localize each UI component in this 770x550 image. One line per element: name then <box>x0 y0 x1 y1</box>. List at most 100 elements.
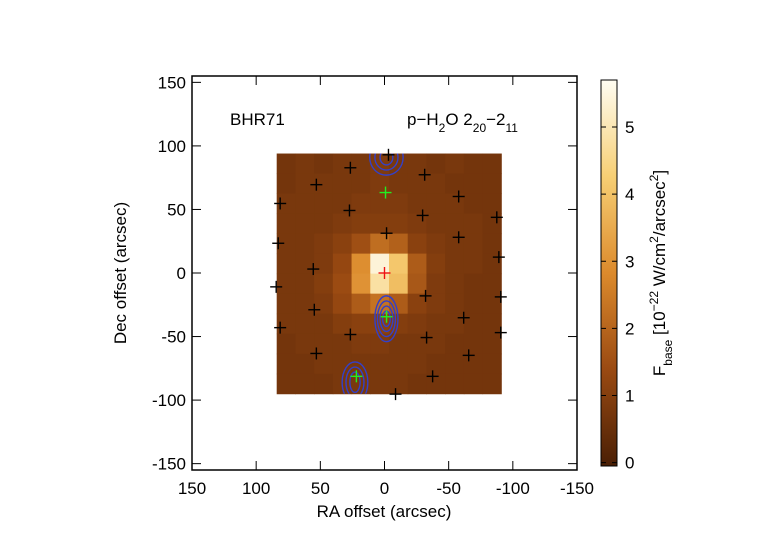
marker <box>492 251 505 264</box>
image-pixel <box>463 373 484 395</box>
marker <box>462 349 475 362</box>
image-pixel <box>482 193 502 215</box>
image-pixel <box>482 333 502 355</box>
x-tick-label: 100 <box>242 479 270 498</box>
image-pixel <box>463 333 484 355</box>
marker <box>494 326 507 339</box>
label-part: −2 <box>486 110 505 129</box>
image-pixel <box>388 233 409 255</box>
colorbar-tick-label: 4 <box>625 185 634 204</box>
line-label: p−H2O 220−211 <box>407 110 518 135</box>
image-pixel <box>388 213 409 235</box>
y-tick-label: -150 <box>152 455 186 474</box>
image-pixel <box>426 293 446 315</box>
x-tick-label: 150 <box>178 479 206 498</box>
label-part: 20 <box>473 121 487 135</box>
image-pixel <box>314 373 334 395</box>
marker <box>350 370 363 383</box>
image-pixel <box>445 333 465 355</box>
image-pixel <box>388 333 409 355</box>
image-pixel <box>370 353 390 375</box>
image-pixel <box>388 373 409 395</box>
colorbar-tick-label: 5 <box>625 118 634 137</box>
x-axis-title: RA offset (arcsec) <box>317 502 452 521</box>
image-pixel <box>370 293 390 315</box>
image-pixel <box>276 253 296 275</box>
marker <box>494 290 507 303</box>
image-pixel <box>388 273 409 295</box>
marker <box>274 321 287 334</box>
image-pixel <box>314 193 334 215</box>
image-pixel <box>482 253 502 275</box>
image-pixel <box>295 233 315 255</box>
image-pixel <box>351 313 371 335</box>
source-label: BHR71 <box>230 110 285 129</box>
image-pixel <box>351 213 371 235</box>
image-pixel <box>276 293 296 315</box>
image-pixel <box>370 233 390 255</box>
image-pixel <box>463 273 484 295</box>
image-pixel <box>445 213 465 235</box>
image-pixel <box>445 193 465 215</box>
marker <box>274 197 287 210</box>
marker <box>426 370 439 383</box>
image-pixel <box>445 253 465 275</box>
image-pixel <box>463 353 484 375</box>
image-pixel <box>295 273 315 295</box>
label-part: [10 <box>650 311 669 339</box>
image-pixel <box>426 213 446 235</box>
image-pixel <box>370 173 390 195</box>
label-part: base <box>661 339 675 365</box>
image-pixel <box>426 193 446 215</box>
label-part: −22 <box>647 291 661 312</box>
label-part: 11 <box>506 121 519 135</box>
image-pixel <box>482 173 502 195</box>
image-pixel <box>388 193 409 215</box>
image-pixel <box>351 233 371 255</box>
marker <box>379 186 392 199</box>
marker <box>380 227 393 240</box>
image-pixel <box>426 333 446 355</box>
image-pixel <box>445 293 465 315</box>
image-pixel <box>426 313 446 335</box>
image-pixel <box>295 193 315 215</box>
image-pixel <box>445 353 465 375</box>
marker <box>344 161 357 174</box>
image-pixel <box>332 193 353 215</box>
x-tick-label: 0 <box>380 479 389 498</box>
image-pixel <box>407 373 427 395</box>
image-pixel <box>295 253 315 275</box>
image-pixel <box>370 373 390 395</box>
image-pixel <box>388 353 409 375</box>
colorbar-tick-label: 0 <box>625 454 634 473</box>
image-pixel <box>463 293 484 315</box>
marker <box>343 204 356 217</box>
label-part: ] <box>650 170 669 175</box>
image-pixel <box>407 273 427 295</box>
contour <box>374 295 399 343</box>
label-part: 2 <box>647 236 661 243</box>
image-pixel <box>463 313 484 335</box>
label-part: F <box>650 366 669 376</box>
image-pixel <box>314 213 334 235</box>
image-pixel <box>388 253 409 275</box>
image-pixel <box>426 153 446 175</box>
image-pixel <box>276 213 296 235</box>
image-pixel <box>314 173 334 195</box>
image-pixel <box>426 373 446 395</box>
x-tick-label: -100 <box>496 479 530 498</box>
marker <box>307 263 320 276</box>
image-pixel <box>351 333 371 355</box>
image-pixel <box>463 193 484 215</box>
label-part: O 2 <box>445 110 472 129</box>
marker <box>452 231 465 244</box>
label-part: p−H <box>407 110 439 129</box>
image-pixel <box>276 153 296 175</box>
marker <box>310 178 323 191</box>
image-pixel <box>332 313 353 335</box>
image-pixel <box>407 253 427 275</box>
image-pixel <box>276 173 296 195</box>
image-pixel <box>351 153 371 175</box>
image-pixel <box>276 373 296 395</box>
image-pixel <box>314 353 334 375</box>
